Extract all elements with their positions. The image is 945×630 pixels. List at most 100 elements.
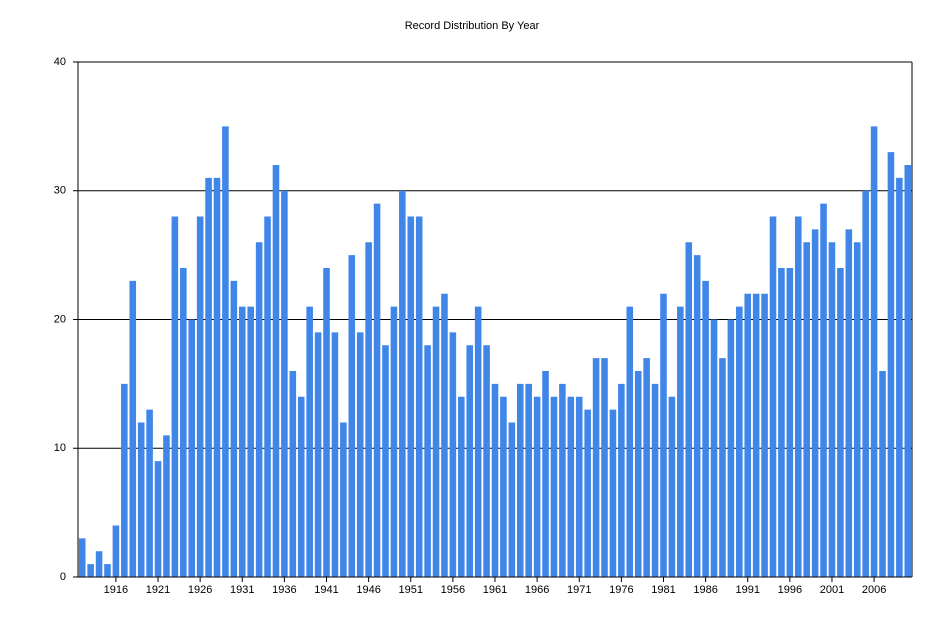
bar — [129, 280, 137, 577]
x-tick-label: 1966 — [525, 584, 549, 596]
bar — [78, 538, 86, 577]
bar — [862, 190, 869, 577]
bar — [163, 435, 170, 577]
bar — [896, 177, 903, 577]
bar — [533, 396, 541, 577]
x-tick-label: 1931 — [230, 584, 254, 596]
bar — [331, 332, 339, 577]
bar — [458, 396, 465, 577]
bar — [820, 203, 827, 577]
bar — [449, 332, 457, 577]
x-tick-label: 1986 — [693, 584, 717, 596]
bar — [297, 396, 305, 577]
bar — [340, 422, 347, 577]
bar — [432, 306, 440, 577]
bar — [904, 165, 912, 577]
y-tick-label: 40 — [54, 56, 66, 68]
bar — [441, 293, 448, 577]
bar — [238, 306, 246, 577]
bar — [550, 396, 558, 577]
bar — [154, 461, 162, 577]
bar — [542, 371, 549, 577]
bar — [474, 306, 482, 577]
bar — [525, 383, 532, 577]
bar — [87, 564, 94, 577]
bar — [744, 293, 752, 577]
bar — [719, 358, 726, 577]
bar — [778, 268, 785, 577]
bar — [736, 306, 743, 577]
bar — [365, 242, 372, 577]
bar — [213, 177, 221, 577]
bar — [584, 409, 591, 577]
x-tick-label: 1996 — [778, 584, 802, 596]
bar — [575, 396, 583, 577]
bar — [567, 396, 575, 577]
bar — [264, 216, 271, 577]
bar — [618, 383, 625, 577]
bar — [348, 255, 356, 577]
x-tick-label: 1926 — [188, 584, 212, 596]
bar — [415, 216, 423, 577]
x-tick-label: 1921 — [146, 584, 170, 596]
bar — [634, 371, 642, 577]
bar — [794, 216, 802, 577]
bar — [196, 216, 204, 577]
bar — [104, 564, 111, 577]
x-tick-label: 1941 — [314, 584, 338, 596]
bar — [146, 409, 153, 577]
bar — [180, 268, 187, 577]
bar — [483, 345, 490, 577]
y-tick-label: 0 — [60, 571, 66, 583]
bar — [466, 345, 474, 577]
y-tick-label: 30 — [54, 185, 66, 197]
bar — [306, 306, 313, 577]
x-tick-label: 2006 — [862, 584, 886, 596]
bar — [677, 306, 684, 577]
bar — [205, 177, 212, 577]
bar — [761, 293, 768, 577]
bar — [559, 383, 566, 577]
bar — [188, 319, 196, 577]
bar — [887, 152, 895, 577]
y-tick-label: 10 — [54, 442, 66, 454]
bar — [870, 126, 878, 577]
bar — [710, 319, 718, 577]
bar — [837, 268, 844, 577]
bar — [323, 268, 330, 577]
x-tick-label: 1981 — [651, 584, 675, 596]
x-tick-label: 1916 — [104, 584, 128, 596]
bar — [390, 306, 398, 577]
bar — [626, 306, 634, 577]
bar — [727, 319, 735, 577]
bar — [112, 525, 120, 577]
x-tick-label: 1971 — [567, 584, 591, 596]
x-tick-label: 1951 — [399, 584, 423, 596]
bar — [314, 332, 322, 577]
bar — [769, 216, 777, 577]
bar — [786, 268, 794, 577]
bar — [373, 203, 381, 577]
y-tick-label: 20 — [54, 313, 66, 325]
bar — [356, 332, 364, 577]
bar — [230, 280, 238, 577]
bar — [222, 126, 229, 577]
bar — [643, 358, 650, 577]
bar — [609, 409, 617, 577]
chart-title: Record Distribution By Year — [405, 20, 540, 32]
bar — [137, 422, 145, 577]
x-tick-label: 1936 — [272, 584, 296, 596]
x-tick-label: 2001 — [820, 584, 844, 596]
bar — [95, 551, 103, 577]
bar — [828, 242, 836, 577]
x-tick-label: 1991 — [735, 584, 759, 596]
bar — [399, 190, 406, 577]
bar — [601, 358, 608, 577]
bar — [702, 280, 709, 577]
bar — [121, 383, 128, 577]
bar — [500, 396, 507, 577]
bar — [255, 242, 263, 577]
bar — [491, 383, 499, 577]
